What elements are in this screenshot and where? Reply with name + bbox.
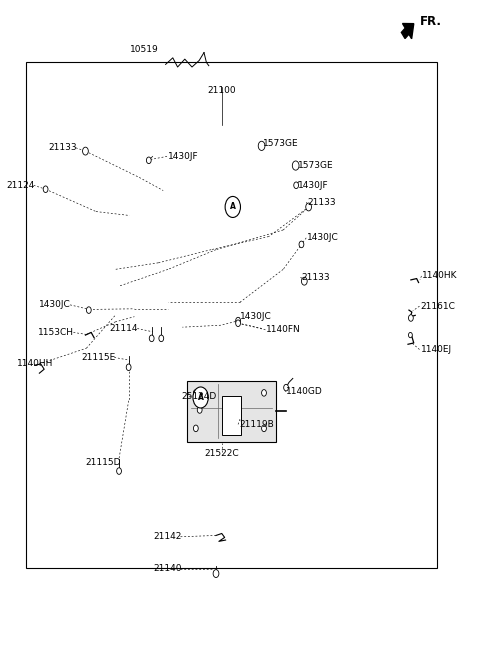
Text: 21119B: 21119B xyxy=(239,420,274,429)
Text: 10519: 10519 xyxy=(130,45,158,55)
Circle shape xyxy=(408,315,413,321)
Text: 21124: 21124 xyxy=(6,181,35,190)
Bar xyxy=(187,381,276,442)
Circle shape xyxy=(258,141,265,150)
Text: 1573GE: 1573GE xyxy=(263,139,299,148)
Text: 21100: 21100 xyxy=(207,86,236,95)
Circle shape xyxy=(294,182,299,189)
Text: 21522C: 21522C xyxy=(204,449,239,458)
Text: 21140: 21140 xyxy=(153,564,181,574)
Circle shape xyxy=(236,317,240,324)
Text: A: A xyxy=(198,393,204,402)
Text: 21133: 21133 xyxy=(48,143,77,152)
Text: 1140FN: 1140FN xyxy=(266,325,301,334)
Text: 1430JC: 1430JC xyxy=(307,233,339,242)
Text: 1140EJ: 1140EJ xyxy=(420,345,452,354)
Circle shape xyxy=(197,407,202,413)
Bar xyxy=(26,62,437,568)
Text: 1430JC: 1430JC xyxy=(240,312,272,321)
Circle shape xyxy=(262,425,266,432)
Circle shape xyxy=(117,468,121,474)
Circle shape xyxy=(306,203,312,211)
Circle shape xyxy=(193,390,198,396)
Circle shape xyxy=(236,320,240,327)
Circle shape xyxy=(43,186,48,193)
Text: 1140GD: 1140GD xyxy=(286,387,323,396)
Text: 1430JC: 1430JC xyxy=(39,300,71,309)
Text: 21115D: 21115D xyxy=(85,458,121,467)
Circle shape xyxy=(301,277,307,285)
Circle shape xyxy=(149,335,154,342)
Text: 21115E: 21115E xyxy=(81,353,115,362)
Text: 21114: 21114 xyxy=(110,324,138,333)
Circle shape xyxy=(225,196,240,217)
Circle shape xyxy=(193,387,208,408)
Text: 1573GE: 1573GE xyxy=(298,161,333,170)
FancyArrow shape xyxy=(401,24,414,39)
Text: 25124D: 25124D xyxy=(181,392,216,401)
Text: 21133: 21133 xyxy=(307,198,336,207)
Text: 1140HK: 1140HK xyxy=(422,271,458,281)
Circle shape xyxy=(126,364,131,371)
Circle shape xyxy=(159,335,164,342)
Text: 1140HH: 1140HH xyxy=(17,359,54,369)
Circle shape xyxy=(299,241,304,248)
Text: 1430JF: 1430JF xyxy=(168,152,199,161)
Bar xyxy=(222,396,241,435)
Circle shape xyxy=(292,161,299,170)
Circle shape xyxy=(193,425,198,432)
Circle shape xyxy=(262,390,266,396)
Text: 21161C: 21161C xyxy=(420,302,456,311)
Circle shape xyxy=(146,157,151,164)
Circle shape xyxy=(284,384,288,391)
Text: A: A xyxy=(230,202,236,212)
Circle shape xyxy=(83,147,88,155)
Circle shape xyxy=(86,307,91,313)
Text: 1153CH: 1153CH xyxy=(38,328,74,337)
Circle shape xyxy=(408,332,412,338)
Circle shape xyxy=(213,570,219,578)
Text: 21133: 21133 xyxy=(301,273,330,282)
Text: FR.: FR. xyxy=(420,14,442,28)
Text: 1430JF: 1430JF xyxy=(298,181,328,190)
Text: 21142: 21142 xyxy=(153,532,181,541)
